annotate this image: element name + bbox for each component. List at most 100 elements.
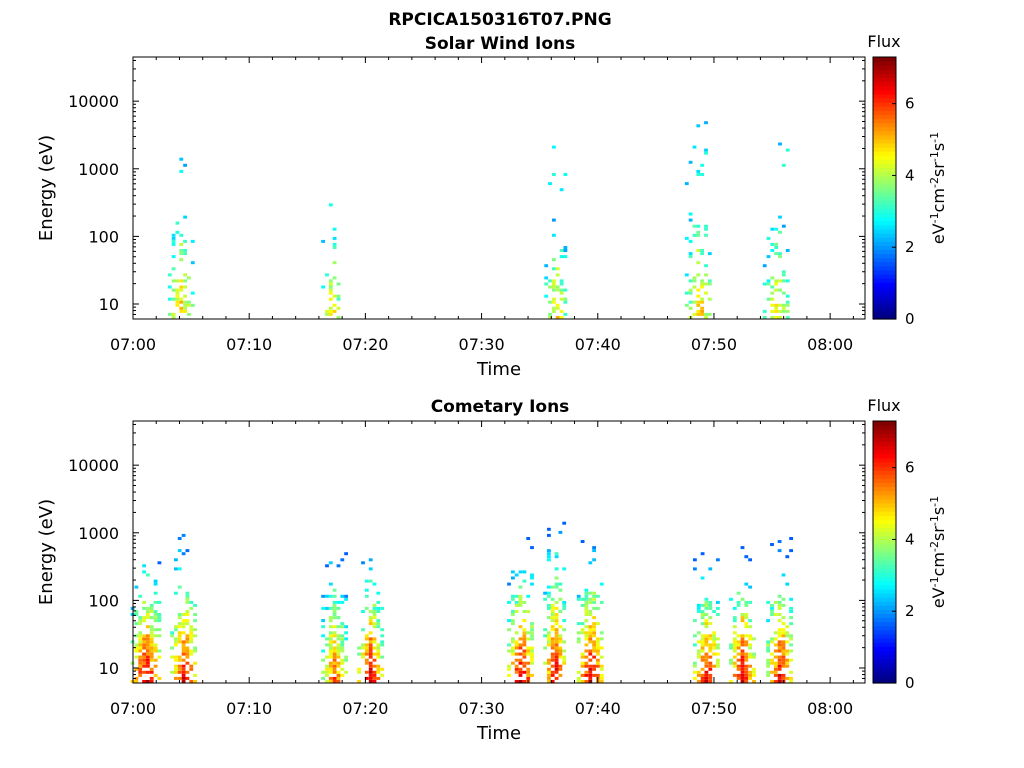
spectrogram-cell bbox=[328, 664, 333, 668]
spectrogram-cell bbox=[599, 582, 604, 586]
spectrogram-cell bbox=[332, 303, 337, 307]
spectrogram-cell bbox=[700, 658, 705, 662]
spectrogram-cell bbox=[789, 634, 793, 638]
colorbar-segment bbox=[873, 237, 896, 242]
spectrogram-cell bbox=[153, 600, 158, 604]
spectrogram-cell bbox=[340, 558, 345, 562]
spectrogram-cell bbox=[357, 670, 361, 674]
spectrogram-cell bbox=[700, 643, 705, 647]
spectrogram-cell bbox=[692, 224, 697, 228]
spectrogram-cell bbox=[748, 643, 752, 647]
colorbar-segment bbox=[873, 282, 896, 287]
spectrogram-cell bbox=[748, 664, 752, 668]
spectrogram-cell bbox=[736, 652, 741, 656]
spectrogram-cell bbox=[332, 294, 337, 298]
spectrogram-cell bbox=[171, 316, 176, 319]
colorbar-segment bbox=[873, 474, 896, 479]
spectrogram-cell bbox=[547, 676, 551, 680]
spectrogram-cell bbox=[543, 646, 547, 650]
spectrogram-cell bbox=[592, 600, 596, 604]
spectrogram-cell bbox=[554, 661, 559, 665]
spectrogram-cell bbox=[325, 309, 329, 313]
colorbar-segment bbox=[873, 470, 896, 475]
spectrogram-cell bbox=[584, 597, 589, 601]
spectrogram-cell bbox=[558, 664, 563, 668]
spectrogram-cell bbox=[328, 288, 333, 292]
spectrogram-cell bbox=[777, 643, 782, 647]
spectrogram-cell bbox=[777, 631, 782, 635]
spectrogram-cell bbox=[336, 606, 341, 610]
spectrogram-cell bbox=[770, 543, 774, 546]
spectrogram-cell bbox=[599, 631, 604, 635]
colorbar-segment bbox=[873, 167, 896, 173]
spectrogram-cell bbox=[584, 606, 589, 610]
spectrogram-cell bbox=[592, 597, 596, 601]
spectrogram-cell bbox=[157, 634, 162, 638]
spectrogram-cell bbox=[736, 603, 741, 607]
spectrogram-cell bbox=[785, 661, 790, 665]
spectrogram-cell bbox=[696, 273, 701, 277]
spectrogram-cell bbox=[708, 646, 713, 650]
spectrogram-cell bbox=[547, 673, 551, 677]
spectrogram-cell bbox=[336, 661, 341, 665]
spectrogram-cell bbox=[588, 640, 593, 644]
spectrogram-cell bbox=[193, 649, 197, 653]
spectrogram-cell bbox=[344, 631, 348, 635]
spectrogram-cell bbox=[704, 312, 708, 316]
colorbar-segment bbox=[873, 482, 896, 488]
spectrogram-cell bbox=[785, 294, 790, 298]
colorbar-segment bbox=[873, 200, 896, 205]
spectrogram-cell bbox=[744, 600, 749, 604]
spectrogram-cell bbox=[693, 634, 697, 638]
spectrogram-cell bbox=[530, 655, 534, 659]
spectrogram-cell bbox=[770, 285, 775, 289]
spectrogram-cell bbox=[588, 625, 593, 629]
spectrogram-cell bbox=[514, 646, 519, 650]
spectrogram-cell bbox=[518, 585, 523, 589]
spectrogram-cell bbox=[183, 300, 187, 304]
spectrogram-cell bbox=[781, 664, 786, 668]
spectrogram-cell bbox=[372, 658, 377, 662]
spectrogram-cell bbox=[588, 652, 593, 656]
spectrogram-cell bbox=[149, 670, 154, 674]
colorbar-segment bbox=[873, 662, 896, 668]
spectrogram-cell bbox=[175, 279, 180, 283]
colorbar-segment bbox=[873, 134, 896, 140]
spectrogram-cell bbox=[368, 670, 373, 674]
spectrogram-cell bbox=[171, 267, 176, 271]
spectrogram-cell bbox=[518, 680, 523, 683]
spectrogram-cell bbox=[514, 610, 519, 613]
spectrogram-cell bbox=[511, 594, 515, 598]
spectrogram-cell bbox=[181, 646, 186, 650]
spectrogram-cell bbox=[740, 637, 745, 641]
spectrogram-cell bbox=[688, 160, 693, 164]
spectrogram-cell bbox=[174, 643, 178, 647]
spectrogram-cell bbox=[712, 610, 716, 613]
spectrogram-cell bbox=[752, 680, 756, 683]
spectrogram-cell bbox=[183, 294, 187, 298]
spectrogram-cell bbox=[170, 670, 174, 674]
spectrogram-cell bbox=[700, 655, 705, 659]
spectrogram-cell bbox=[522, 664, 527, 668]
spectrogram-cell bbox=[548, 316, 552, 319]
spectrogram-cell bbox=[511, 597, 515, 601]
spectrogram-cell bbox=[580, 655, 585, 659]
spectrogram-cell bbox=[592, 549, 596, 553]
spectrogram-cell bbox=[732, 661, 737, 665]
spectrogram-cell bbox=[550, 637, 555, 641]
spectrogram-cell bbox=[554, 585, 559, 589]
spectrogram-cell bbox=[547, 594, 551, 598]
spectrogram-cell bbox=[704, 282, 708, 286]
spectrogram-cell bbox=[514, 680, 519, 683]
spectrogram-cell bbox=[336, 676, 341, 680]
spectrogram-cell bbox=[332, 610, 337, 613]
spectrogram-cell bbox=[704, 664, 709, 668]
spectrogram-cell bbox=[777, 628, 782, 632]
spectrogram-cell bbox=[372, 670, 377, 674]
spectrogram-cell bbox=[368, 610, 373, 613]
spectrogram-cell bbox=[142, 646, 146, 650]
colorbar-segment bbox=[873, 560, 896, 565]
spectrogram-cell bbox=[368, 622, 373, 626]
spectrogram-cell bbox=[774, 279, 779, 283]
spectrogram-cell bbox=[146, 661, 150, 665]
